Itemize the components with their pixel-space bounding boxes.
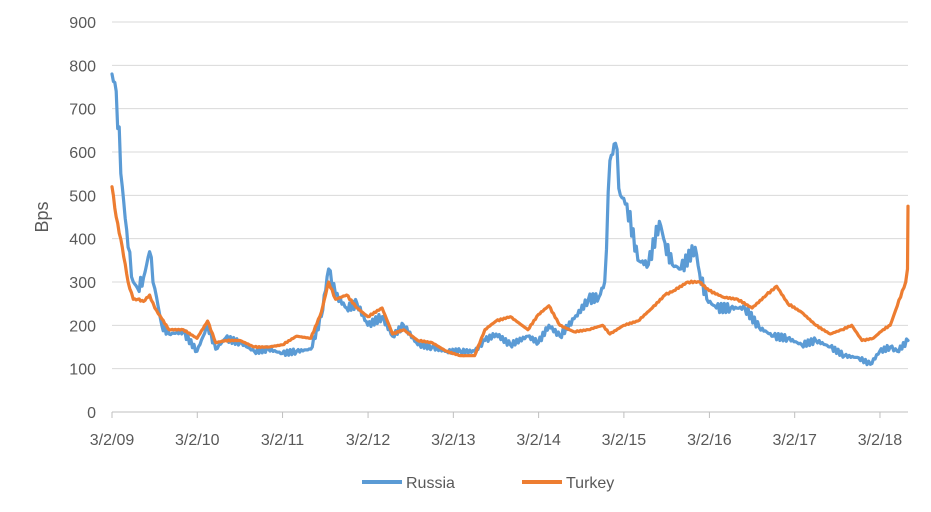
x-tick-label: 3/2/11 [261, 432, 304, 449]
y-tick-label: 700 [69, 102, 96, 119]
y-tick-label: 800 [69, 58, 96, 75]
y-axis-title: Bps [32, 201, 52, 232]
x-tick-label: 3/2/09 [90, 432, 135, 449]
y-tick-label: 300 [69, 275, 96, 292]
y-tick-label: 500 [69, 188, 96, 205]
y-tick-label: 100 [69, 362, 96, 379]
x-tick-label: 3/2/16 [687, 432, 732, 449]
x-tick-label: 3/2/12 [346, 432, 391, 449]
x-tick-label: 3/2/15 [602, 432, 647, 449]
series-line-turkey [110, 185, 910, 358]
y-tick-label: 0 [87, 405, 96, 422]
y-tick-label: 600 [69, 145, 96, 162]
series-lines [110, 72, 910, 367]
y-tick-label: 200 [69, 318, 96, 335]
y-tick-label: 900 [69, 15, 96, 32]
x-tick-label: 3/2/18 [858, 432, 903, 449]
x-tick-label: 3/2/13 [431, 432, 476, 449]
x-axis-tick-labels: 3/2/09 3/2/10 3/2/11 3/2/12 3/2/13 3/2/14 3/2/… [90, 412, 903, 449]
x-tick-label: 3/2/10 [175, 432, 220, 449]
y-axis-tick-labels: 0 100 200 300 400 500 600 700 800 900 [69, 15, 96, 422]
legend: Russia Turkey [362, 475, 614, 492]
x-tick-label: 3/2/14 [516, 432, 561, 449]
y-tick-label: 400 [69, 232, 96, 249]
legend-label-turkey: Turkey [566, 475, 614, 492]
legend-label-russia: Russia [406, 475, 455, 492]
gridlines [112, 21, 908, 370]
x-tick-label: 3/2/17 [772, 432, 817, 449]
series-line-russia [110, 72, 910, 367]
